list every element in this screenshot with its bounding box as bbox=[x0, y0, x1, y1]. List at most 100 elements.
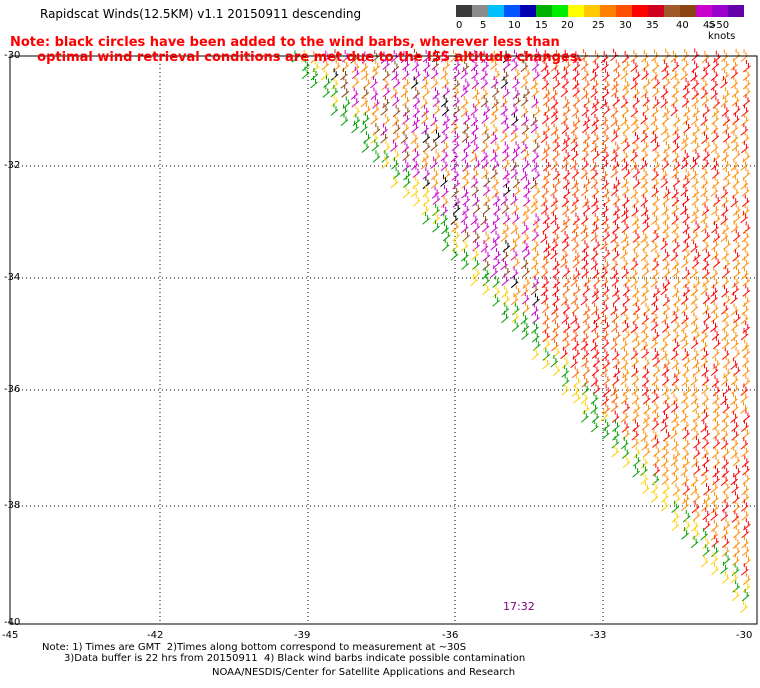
wind-barb bbox=[510, 221, 519, 235]
wind-barb bbox=[681, 373, 690, 387]
wind-barb bbox=[402, 112, 410, 125]
wind-barb bbox=[680, 157, 689, 170]
wind-barb bbox=[682, 85, 691, 98]
wind-barb bbox=[681, 95, 690, 108]
wind-barb bbox=[602, 402, 611, 415]
legend-swatch bbox=[488, 5, 504, 17]
wind-barb bbox=[670, 310, 679, 324]
legend-swatch bbox=[536, 5, 552, 17]
wind-barb bbox=[532, 265, 540, 279]
wind-barb bbox=[470, 103, 479, 116]
wind-barb bbox=[741, 490, 750, 504]
wind-barb bbox=[652, 84, 660, 98]
map-frame bbox=[9, 55, 758, 625]
wind-barb bbox=[491, 96, 500, 109]
wind-barb bbox=[581, 157, 590, 171]
wind-barb bbox=[722, 265, 731, 278]
wind-barb bbox=[671, 194, 680, 207]
wind-barb bbox=[741, 302, 750, 316]
wind-barb bbox=[590, 401, 598, 414]
lat-label-40: -40 bbox=[4, 617, 21, 628]
wind-barb bbox=[652, 409, 660, 423]
wind-barb bbox=[582, 113, 591, 126]
wind-barb bbox=[601, 348, 610, 361]
wind-barb bbox=[621, 183, 630, 196]
wind-barb bbox=[642, 411, 651, 424]
wind-barb bbox=[600, 168, 608, 181]
wind-barb bbox=[693, 363, 701, 377]
wind-barb bbox=[321, 57, 330, 71]
wind-barb bbox=[741, 339, 750, 352]
wind-barb bbox=[642, 365, 650, 379]
wind-barb bbox=[602, 78, 611, 91]
wind-barb bbox=[671, 165, 680, 179]
wind-barb bbox=[681, 312, 689, 325]
wind-barb bbox=[651, 266, 660, 280]
wind-barb bbox=[721, 104, 730, 117]
wind-barb bbox=[471, 183, 480, 197]
wind-barb bbox=[540, 59, 549, 73]
wind-barb bbox=[651, 390, 660, 404]
wind-barb bbox=[710, 284, 718, 298]
wind-barb bbox=[711, 220, 719, 234]
wind-barb bbox=[452, 130, 460, 143]
wind-barb bbox=[493, 248, 501, 261]
wind-barb bbox=[723, 382, 731, 395]
wind-barb bbox=[700, 554, 709, 568]
wind-barb bbox=[493, 202, 501, 215]
wind-barb bbox=[741, 238, 750, 251]
wind-barb bbox=[691, 87, 700, 100]
wind-barb bbox=[741, 543, 750, 557]
wind-barb bbox=[621, 220, 630, 234]
wind-barb bbox=[620, 392, 629, 405]
legend-swatch bbox=[728, 5, 744, 17]
wind-barb bbox=[540, 130, 549, 144]
wind-barb bbox=[590, 374, 599, 387]
wind-barb bbox=[581, 410, 589, 423]
wind-barb bbox=[592, 274, 601, 287]
wind-barb bbox=[440, 158, 449, 172]
wind-barb bbox=[641, 139, 649, 152]
legend-swatch bbox=[520, 5, 536, 17]
wind-barb bbox=[730, 220, 739, 233]
wind-barb bbox=[700, 210, 709, 224]
wind-barb bbox=[572, 267, 581, 280]
wind-barb bbox=[660, 95, 669, 109]
wind-barb bbox=[622, 274, 631, 287]
wind-barb bbox=[640, 85, 649, 98]
wind-barb bbox=[581, 248, 589, 262]
wind-barb bbox=[660, 175, 669, 188]
wind-barb bbox=[740, 311, 749, 325]
wind-barb bbox=[560, 112, 569, 125]
wind-barb bbox=[651, 59, 660, 72]
wind-barb bbox=[490, 123, 499, 136]
wind-barb bbox=[672, 319, 681, 332]
wind-barb bbox=[711, 129, 720, 143]
wind-barb bbox=[701, 381, 709, 395]
wind-barb bbox=[700, 472, 709, 485]
wind-barb bbox=[681, 527, 689, 540]
wind-barb bbox=[571, 228, 579, 242]
wind-barb bbox=[590, 247, 599, 260]
wind-barb bbox=[610, 183, 619, 197]
wind-barb bbox=[382, 84, 391, 98]
wind-barb bbox=[561, 156, 570, 170]
wind-barb bbox=[701, 373, 710, 386]
wind-barb bbox=[661, 438, 670, 451]
wind-barb bbox=[620, 337, 629, 350]
wind-barb bbox=[641, 383, 650, 397]
wind-barb bbox=[490, 221, 498, 234]
wind-barb bbox=[610, 337, 619, 350]
wind-barb bbox=[411, 58, 420, 71]
wind-barb bbox=[391, 60, 400, 73]
wind-barb bbox=[453, 66, 461, 80]
wind-barb bbox=[721, 247, 730, 261]
wind-barb bbox=[682, 168, 691, 181]
wind-barb bbox=[550, 183, 558, 197]
wind-barb bbox=[601, 291, 610, 305]
wind-barb bbox=[661, 229, 670, 242]
wind-barb bbox=[741, 589, 750, 602]
wind-barb bbox=[661, 446, 670, 459]
wind-barb bbox=[510, 248, 519, 261]
wind-barb bbox=[611, 310, 619, 323]
